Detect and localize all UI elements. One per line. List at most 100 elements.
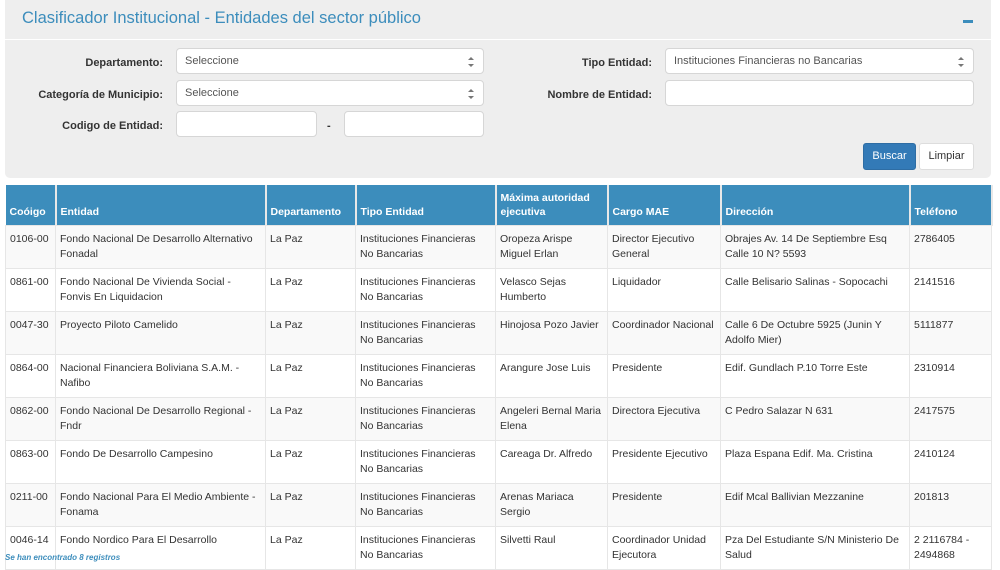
column-header: Dirección bbox=[720, 185, 911, 225]
nombre-input[interactable] bbox=[665, 80, 974, 106]
table-cell: 0211-00 bbox=[5, 482, 56, 527]
table-cell: La Paz bbox=[265, 482, 356, 527]
divider bbox=[5, 39, 991, 40]
codigo-label: Codigo de Entidad: bbox=[62, 120, 163, 132]
table-cell: Arangure Jose Luis bbox=[495, 353, 608, 398]
table-cell: Fondo Nacional Para El Medio Ambiente - … bbox=[55, 482, 266, 527]
table-cell: Fondo Nacional De Desarrollo Alternativo… bbox=[55, 224, 266, 269]
table-cell: Instituciones Financieras No Bancarias bbox=[355, 267, 496, 312]
table-cell: Instituciones Financieras No Bancarias bbox=[355, 310, 496, 355]
table-cell: Fondo Nacional De Desarrollo Regional - … bbox=[55, 396, 266, 441]
chevron-updown-icon bbox=[468, 89, 475, 99]
column-header: Entidad bbox=[55, 185, 267, 225]
table-cell: La Paz bbox=[265, 396, 356, 441]
table-cell: Instituciones Financieras No Bancarias bbox=[355, 525, 496, 570]
table-cell: 2310914 bbox=[909, 353, 992, 398]
column-header: Teléfono bbox=[909, 185, 993, 225]
table-cell: 2410124 bbox=[909, 439, 992, 484]
tipo-select[interactable]: Instituciones Financieras no Bancarias bbox=[665, 48, 974, 74]
table-cell: Instituciones Financieras No Bancarias bbox=[355, 482, 496, 527]
table-cell: Fondo De Desarrollo Campesino bbox=[55, 439, 266, 484]
table-cell: Plaza Espana Edif. Ma. Cristina bbox=[720, 439, 910, 484]
table-row: 0211-00 Fondo Nacional Para El Medio Ambi… bbox=[5, 482, 992, 527]
table-cell: Obrajes Av. 14 De Septiembre Esq Calle 1… bbox=[720, 224, 910, 269]
table-cell: Pza Del Estudiante S/N Ministerio De Sal… bbox=[720, 525, 910, 570]
column-header: Máxima autoridad ejecutiva bbox=[495, 185, 609, 225]
categoria-select[interactable]: Seleccione bbox=[176, 80, 484, 106]
table-cell: Instituciones Financieras No Bancarias bbox=[355, 439, 496, 484]
table-cell: La Paz bbox=[265, 439, 356, 484]
filter-panel: Clasificador Institucional - Entidades d… bbox=[5, 0, 991, 178]
table-cell: 2141516 bbox=[909, 267, 992, 312]
table-row: 0106-00 Fondo Nacional De Desarrollo Alte… bbox=[5, 224, 992, 269]
results-count[interactable]: Se han encontrado 8 registros bbox=[5, 553, 121, 562]
table-cell: Presidente bbox=[607, 353, 721, 398]
table-cell: 0864-00 bbox=[5, 353, 56, 398]
table-cell: Directora Ejecutiva bbox=[607, 396, 721, 441]
table-cell: 2 2116784 - 2494868 bbox=[909, 525, 992, 570]
table-cell: 0046-14 bbox=[5, 525, 56, 570]
limpiar-button[interactable]: Limpiar bbox=[919, 143, 974, 170]
table-cell: 2786405 bbox=[909, 224, 992, 269]
table-cell: 2417575 bbox=[909, 396, 992, 441]
table-header-row: Coóigo Entidad Departamento Tipo Entidad Máx… bbox=[5, 185, 993, 225]
table-cell: Director Ejecutivo General bbox=[607, 224, 721, 269]
table-cell: La Paz bbox=[265, 353, 356, 398]
table-cell: C Pedro Salazar N 631 bbox=[720, 396, 910, 441]
table-row: 0046-14 Fondo Nordico Para El Desarrollo L… bbox=[5, 525, 992, 570]
tipo-value: Instituciones Financieras no Bancarias bbox=[674, 55, 863, 67]
table-cell: Oropeza Arispe Miguel Erlan bbox=[495, 224, 608, 269]
table-row: 0861-00 Fondo Nacional De Vivienda Social… bbox=[5, 267, 992, 312]
table-cell: Hinojosa Pozo Javier bbox=[495, 310, 608, 355]
departamento-value: Seleccione bbox=[185, 55, 239, 67]
table-cell: Fondo Nordico Para El Desarrollo bbox=[55, 525, 266, 570]
buscar-button[interactable]: Buscar bbox=[863, 143, 916, 170]
table-cell: Instituciones Financieras No Bancarias bbox=[355, 224, 496, 269]
table-cell: Edif. Gundlach P.10 Torre Este bbox=[720, 353, 910, 398]
column-header: Tipo Entidad bbox=[355, 185, 497, 225]
table-cell: Presidente bbox=[607, 482, 721, 527]
table-cell: Velasco Sejas Humberto bbox=[495, 267, 608, 312]
column-header: Cargo MAE bbox=[607, 185, 722, 225]
table-cell: 0047-30 bbox=[5, 310, 56, 355]
column-header: Departamento bbox=[265, 185, 357, 225]
table-row: 0047-30 Proyecto Piloto Camelido La Paz Ins… bbox=[5, 310, 992, 355]
table-cell: 0862-00 bbox=[5, 396, 56, 441]
column-header: Coóigo bbox=[5, 185, 57, 225]
codigo-to-input[interactable] bbox=[344, 111, 484, 137]
table-cell: La Paz bbox=[265, 224, 356, 269]
nombre-label: Nombre de Entidad: bbox=[547, 89, 652, 101]
table-cell: Silvetti Raul bbox=[495, 525, 608, 570]
departamento-select[interactable]: Seleccione bbox=[176, 48, 484, 74]
table-cell: Arenas Mariaca Sergio bbox=[495, 482, 608, 527]
chevron-updown-icon bbox=[468, 57, 475, 67]
tipo-label: Tipo Entidad: bbox=[581, 57, 652, 69]
table-cell: La Paz bbox=[265, 267, 356, 312]
departamento-label: Departamento: bbox=[85, 57, 163, 69]
table-cell: Nacional Financiera Boliviana S.A.M. - N… bbox=[55, 353, 266, 398]
table-cell: 0861-00 bbox=[5, 267, 56, 312]
table-cell: Coordinador Unidad Ejecutora bbox=[607, 525, 721, 570]
categoria-value: Seleccione bbox=[185, 87, 239, 99]
table-cell: Calle 6 De Octubre 5925 (Junin Y Adolfo … bbox=[720, 310, 910, 355]
minus-icon[interactable] bbox=[963, 20, 973, 23]
table-cell: Careaga Dr. Alfredo bbox=[495, 439, 608, 484]
table-cell: Proyecto Piloto Camelido bbox=[55, 310, 266, 355]
codigo-separator: - bbox=[327, 120, 331, 132]
table-row: 0863-00 Fondo De Desarrollo Campesino La P… bbox=[5, 439, 992, 484]
results-table: Coóigo Entidad Departamento Tipo Entidad Máx… bbox=[5, 185, 993, 570]
table-cell: Instituciones Financieras No Bancarias bbox=[355, 353, 496, 398]
table-cell: Liquidador bbox=[607, 267, 721, 312]
table-cell: Instituciones Financieras No Bancarias bbox=[355, 396, 496, 441]
table-row: 0862-00 Fondo Nacional De Desarrollo Regi… bbox=[5, 396, 992, 441]
table-cell: Edif Mcal Ballivian Mezzanine bbox=[720, 482, 910, 527]
codigo-from-input[interactable] bbox=[176, 111, 317, 137]
table-cell: 5111877 bbox=[909, 310, 992, 355]
table-cell: Angeleri Bernal Maria Elena bbox=[495, 396, 608, 441]
table-cell: 0863-00 bbox=[5, 439, 56, 484]
table-row: 0864-00 Nacional Financiera Boliviana S.A… bbox=[5, 353, 992, 398]
page-title: Clasificador Institucional - Entidades d… bbox=[22, 9, 421, 27]
table-cell: Fondo Nacional De Vivienda Social - Fonv… bbox=[55, 267, 266, 312]
table-cell: 0106-00 bbox=[5, 224, 56, 269]
chevron-updown-icon bbox=[958, 57, 965, 67]
